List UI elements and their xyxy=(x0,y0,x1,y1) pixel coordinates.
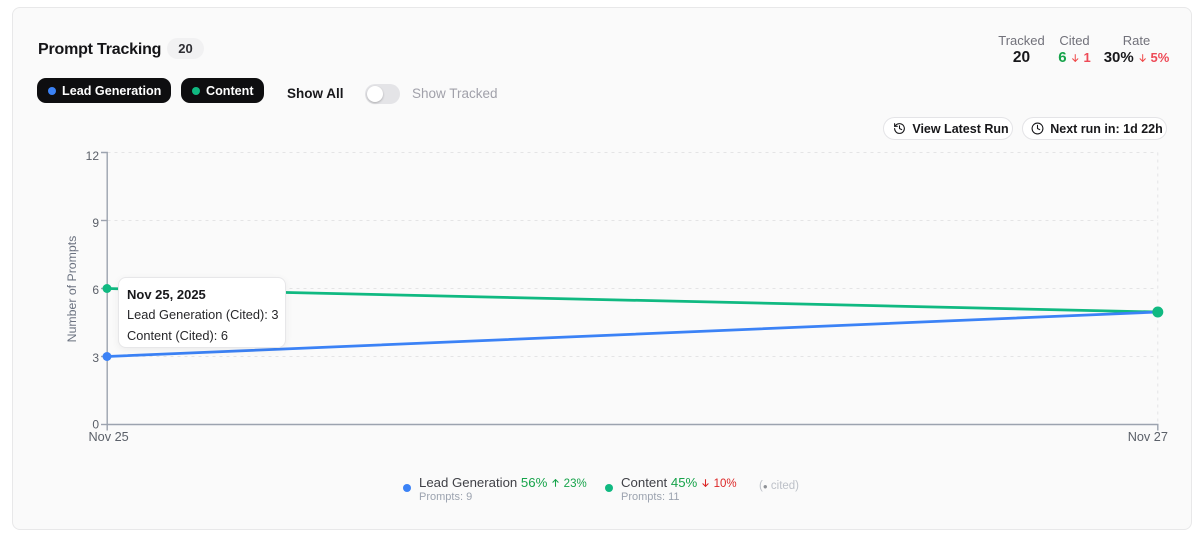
svg-text:12: 12 xyxy=(86,149,100,163)
svg-text:Nov 25: Nov 25 xyxy=(89,430,129,444)
svg-text:6: 6 xyxy=(92,283,99,297)
svg-text:Nov 27: Nov 27 xyxy=(1128,430,1168,444)
svg-text:0: 0 xyxy=(92,418,99,432)
svg-text:9: 9 xyxy=(92,216,99,230)
svg-text:Number of Prompts: Number of Prompts xyxy=(65,236,79,343)
svg-text:3: 3 xyxy=(92,351,99,365)
